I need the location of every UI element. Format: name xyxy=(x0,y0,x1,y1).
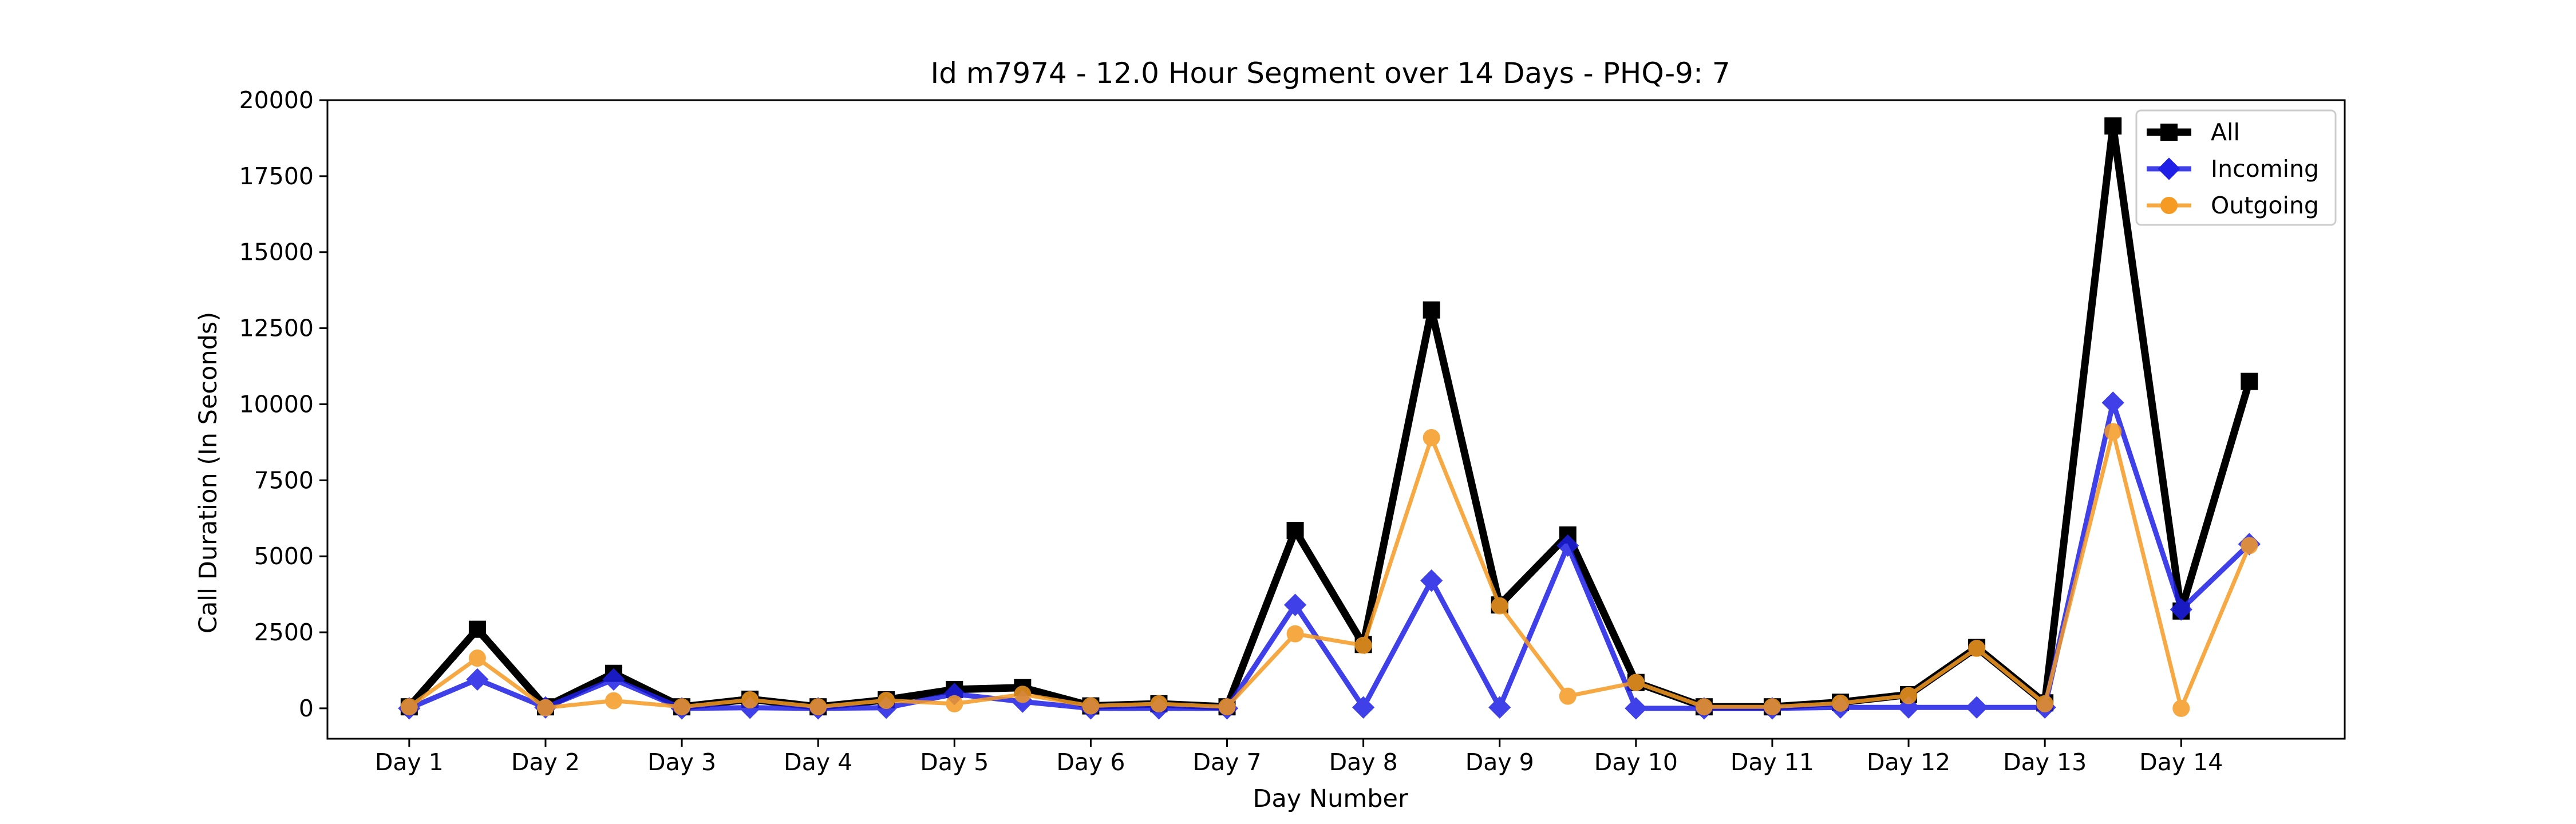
y-tick-label: 0 xyxy=(299,695,314,722)
data-point-outgoing xyxy=(1763,698,1781,716)
data-point-all xyxy=(468,620,486,638)
data-point-incoming xyxy=(1352,696,1375,719)
x-tick-label: Day 7 xyxy=(1192,748,1261,776)
y-tick-label: 2500 xyxy=(254,619,314,646)
x-tick-label: Day 10 xyxy=(1594,748,1678,776)
data-point-all xyxy=(1423,301,1440,319)
chart-title: Id m7974 - 12.0 Hour Segment over 14 Day… xyxy=(930,57,1730,90)
x-tick-label: Day 13 xyxy=(2003,748,2087,776)
data-point-incoming xyxy=(602,668,625,691)
plot-area: Day 1 Day 2 Day 3 Day 4 Day 5 Day 6 Day 7 Day 8… xyxy=(239,86,2346,776)
series-line-all xyxy=(406,125,2253,712)
data-point-outgoing xyxy=(946,695,963,712)
legend: All Incoming Outgoing xyxy=(2135,109,2337,226)
legend-label-outgoing: Outgoing xyxy=(2211,192,2319,219)
data-point-outgoing xyxy=(2104,423,2122,441)
data-point-outgoing xyxy=(2036,695,2054,712)
data-point-all xyxy=(2241,373,2258,390)
data-point-outgoing xyxy=(468,649,486,667)
data-point-incoming xyxy=(2101,391,2124,414)
legend-label-all: All xyxy=(2211,118,2240,146)
data-point-outgoing xyxy=(1354,636,1372,654)
data-point-incoming xyxy=(1625,697,1647,720)
x-tick-label: Day 5 xyxy=(920,748,989,776)
x-tick-label: Day 8 xyxy=(1329,748,1398,776)
data-point-outgoing xyxy=(673,698,691,716)
y-tick-label: 20000 xyxy=(239,86,314,114)
data-point-outgoing xyxy=(878,692,895,710)
data-point-outgoing xyxy=(605,692,623,710)
series-outgoing xyxy=(400,423,2258,717)
data-point-outgoing xyxy=(1968,640,1986,657)
legend-marker-outgoing xyxy=(2160,197,2178,214)
x-axis-label: Day Number xyxy=(1253,785,1408,813)
data-point-incoming xyxy=(1556,534,1579,557)
data-point-outgoing xyxy=(809,698,827,716)
data-point-all xyxy=(1286,521,1304,539)
series-incoming xyxy=(398,391,2261,720)
x-tick-label: Day 14 xyxy=(2139,748,2223,776)
series-line-outgoing xyxy=(408,431,2251,715)
y-axis-label: Call Duration (In Seconds) xyxy=(194,312,223,633)
x-tick-label: Day 4 xyxy=(784,748,852,776)
data-point-incoming xyxy=(2170,598,2192,621)
data-point-outgoing xyxy=(1150,695,1168,712)
y-tick-label: 17500 xyxy=(239,163,314,190)
legend-marker-all xyxy=(2160,124,2178,141)
x-tick-label: Day 9 xyxy=(1465,748,1534,776)
data-point-outgoing xyxy=(1423,429,1440,446)
data-point-outgoing xyxy=(1491,597,1508,615)
y-tick-label: 15000 xyxy=(239,239,314,266)
y-tick-label: 7500 xyxy=(254,466,314,494)
data-point-outgoing xyxy=(741,691,759,708)
data-point-all xyxy=(2104,117,2122,135)
data-point-incoming xyxy=(1488,696,1511,719)
data-point-outgoing xyxy=(2241,537,2258,554)
plot-frame xyxy=(326,99,2346,740)
data-point-incoming xyxy=(1420,569,1443,592)
x-tick-label: Day 6 xyxy=(1056,748,1125,776)
data-point-incoming xyxy=(466,668,489,691)
legend-marker-incoming xyxy=(2158,157,2180,180)
data-point-outgoing xyxy=(2172,699,2190,717)
data-point-outgoing xyxy=(1559,687,1577,705)
data-point-outgoing xyxy=(1082,697,1100,715)
data-point-incoming xyxy=(1283,593,1307,616)
legend-box xyxy=(2135,109,2337,226)
data-point-outgoing xyxy=(400,698,418,716)
data-point-outgoing xyxy=(1218,698,1236,716)
data-point-outgoing xyxy=(1286,625,1304,643)
y-tick-label: 5000 xyxy=(254,542,314,570)
x-tick-label: Day 1 xyxy=(375,748,444,776)
x-tick-label: Day 3 xyxy=(647,748,716,776)
series-all xyxy=(400,117,2258,716)
x-tick-label: Day 12 xyxy=(1867,748,1950,776)
data-point-incoming xyxy=(1965,696,1988,719)
legend-label-incoming: Incoming xyxy=(2211,155,2319,183)
data-point-outgoing xyxy=(1695,698,1713,716)
series-line-incoming xyxy=(408,393,2251,714)
data-point-outgoing xyxy=(1900,687,1918,704)
x-tick-label: Day 11 xyxy=(1730,748,1814,776)
x-tick-label: Day 2 xyxy=(511,748,580,776)
data-point-outgoing xyxy=(1627,674,1645,691)
data-point-outgoing xyxy=(1832,694,1849,712)
y-tick-label: 10000 xyxy=(239,390,314,418)
data-point-outgoing xyxy=(536,699,554,716)
data-point-outgoing xyxy=(1014,686,1032,703)
y-tick-label: 12500 xyxy=(239,315,314,342)
